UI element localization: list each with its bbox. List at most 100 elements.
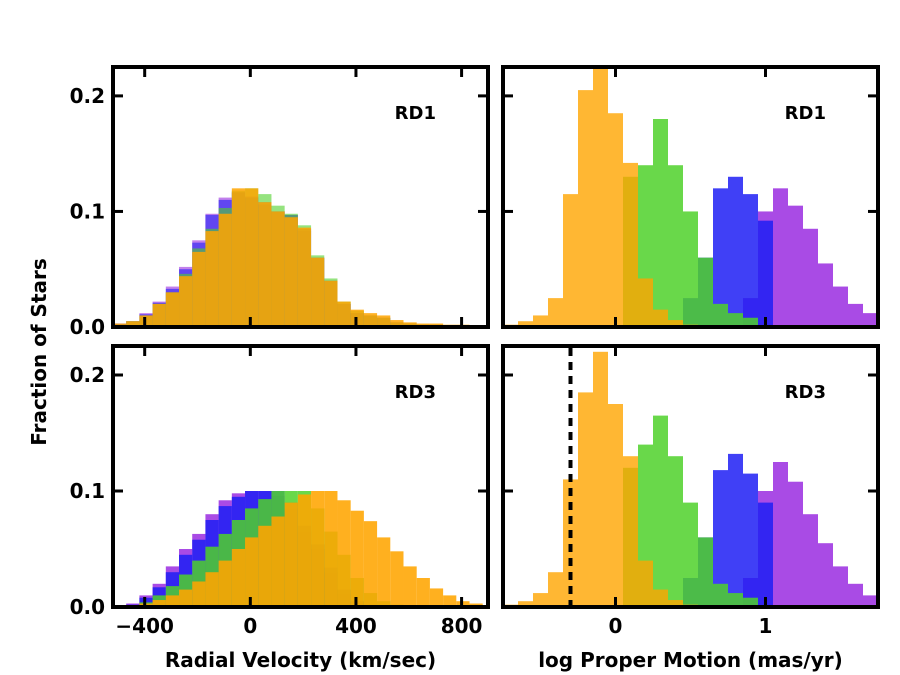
bar-orange-17 xyxy=(337,500,351,607)
bar-purple-22 xyxy=(833,566,848,607)
bar-orange-22 xyxy=(403,322,417,327)
x-axis-label-pm-rd3: log Proper Motion (mas/yr) xyxy=(538,648,843,672)
bars-rv-rd1 xyxy=(113,188,483,327)
bar-green-13 xyxy=(698,257,713,327)
bar-orange-13 xyxy=(284,217,298,327)
frame-rv-rd1 xyxy=(111,65,490,329)
bar-orange-3 xyxy=(548,572,563,607)
bar-blue-14 xyxy=(713,188,728,327)
bar-orange-7 xyxy=(608,404,623,607)
bar-orange-4 xyxy=(563,479,578,607)
bar-blue-17 xyxy=(758,220,773,327)
bar-orange-6 xyxy=(192,251,206,327)
bar-purple-24 xyxy=(863,595,878,607)
bar-orange-7 xyxy=(205,231,219,327)
xtick-label-pm-rd3-0: 0 xyxy=(609,614,623,638)
bar-orange-10 xyxy=(245,188,259,327)
bar-green-16 xyxy=(743,317,758,327)
bar-orange-10 xyxy=(653,309,668,327)
bar-orange-8 xyxy=(623,456,638,607)
bar-blue-15 xyxy=(728,453,743,607)
bar-orange-2 xyxy=(533,315,548,327)
bar-orange-11 xyxy=(258,525,272,607)
bar-orange-22 xyxy=(403,566,417,607)
bar-purple-20 xyxy=(803,514,818,607)
bar-orange-9 xyxy=(638,278,653,327)
bar-orange-18 xyxy=(350,510,364,607)
bar-green-12 xyxy=(683,211,698,327)
bar-blue-15 xyxy=(728,176,743,327)
xtick-label-rv-rd3-3: 800 xyxy=(441,614,483,638)
bar-orange-11 xyxy=(668,320,683,327)
bar-orange-11 xyxy=(258,202,272,327)
bar-orange-16 xyxy=(324,280,338,327)
bar-blue-16 xyxy=(743,473,758,607)
bar-orange-3 xyxy=(152,600,166,607)
bar-orange-3 xyxy=(152,303,166,327)
bar-blue-17 xyxy=(758,502,773,607)
bar-orange-19 xyxy=(363,521,378,607)
bar-orange-1 xyxy=(518,601,533,607)
bar-purple-18 xyxy=(773,188,788,327)
bar-orange-1 xyxy=(126,321,140,327)
bar-orange-21 xyxy=(390,320,404,327)
xtick-label-rv-rd3-0: −400 xyxy=(115,614,174,638)
bar-orange-25 xyxy=(443,595,457,607)
bar-green-15 xyxy=(728,593,743,607)
bar-orange-15 xyxy=(311,257,325,327)
bar-orange-21 xyxy=(390,551,404,607)
bar-orange-8 xyxy=(218,560,232,607)
bar-purple-24 xyxy=(863,313,878,327)
bar-purple-23 xyxy=(848,583,863,607)
x-axis-label-rv-rd3: Radial Velocity (km/sec) xyxy=(165,648,436,672)
bar-purple-21 xyxy=(818,263,833,327)
ytick-label-rv-rd1-1: 0.1 xyxy=(70,199,105,223)
bar-orange-23 xyxy=(416,578,430,607)
bar-orange-6 xyxy=(192,581,206,607)
xtick-label-rv-rd3-2: 400 xyxy=(335,614,377,638)
bar-orange-8 xyxy=(623,162,638,327)
bar-orange-6 xyxy=(593,67,608,327)
panel-rv-rd3: 0.0 0.1 0.2 −400 0 400 800 RD3 Radial Velocity (… xyxy=(70,344,490,672)
bar-orange-12 xyxy=(271,211,285,327)
panel-label-pm-rd1: RD1 xyxy=(785,103,826,124)
bar-orange-4 xyxy=(165,595,180,607)
panel-pm-rd1: RD1 xyxy=(501,65,880,329)
panel-pm-rd3: 0 1 RD3 log Proper Motion (mas/yr) xyxy=(501,344,880,672)
ytick-label-rv-rd3-2: 0.2 xyxy=(70,363,105,387)
bar-green-14 xyxy=(713,303,728,327)
bars-pm-rd1 xyxy=(503,67,878,327)
bar-blue-14 xyxy=(713,470,728,607)
bar-orange-3 xyxy=(548,298,563,327)
y-axis-label: Fraction of Stars xyxy=(27,258,51,446)
frame-pm-rd1 xyxy=(501,65,880,329)
panels-group: 0.0 0.1 0.2 RD1 RD1 0.0 0.1 0.2 −400 0 400 800 RD3 Ra… xyxy=(70,65,880,672)
panel-label-rv-rd3: RD3 xyxy=(395,382,436,403)
ytick-label-rv-rd1-0: 0.0 xyxy=(70,315,105,339)
bar-green-15 xyxy=(728,313,743,327)
series-orange xyxy=(503,67,698,327)
bar-orange-4 xyxy=(165,292,180,327)
bar-green-11 xyxy=(668,456,683,607)
bar-orange-8 xyxy=(218,213,232,327)
bar-green-12 xyxy=(683,502,698,607)
bar-orange-10 xyxy=(245,537,259,607)
bar-orange-15 xyxy=(311,491,325,607)
bar-orange-20 xyxy=(377,537,391,607)
bar-orange-17 xyxy=(337,301,351,327)
bar-orange-7 xyxy=(608,113,623,327)
panel-label-pm-rd3: RD3 xyxy=(785,382,826,403)
bar-orange-9 xyxy=(231,549,246,607)
bar-green-10 xyxy=(653,119,668,327)
bar-orange-19 xyxy=(363,313,378,327)
xtick-label-rv-rd3-1: 0 xyxy=(243,614,257,638)
bar-orange-24 xyxy=(429,588,444,607)
bar-green-16 xyxy=(743,597,758,607)
bar-orange-9 xyxy=(231,188,246,327)
bar-purple-21 xyxy=(818,543,833,607)
bar-orange-13 xyxy=(284,502,298,607)
frame-rv-rd3 xyxy=(111,344,490,609)
frame-pm-rd3 xyxy=(501,344,880,609)
bar-orange-11 xyxy=(668,600,683,607)
bar-orange-20 xyxy=(377,315,391,327)
